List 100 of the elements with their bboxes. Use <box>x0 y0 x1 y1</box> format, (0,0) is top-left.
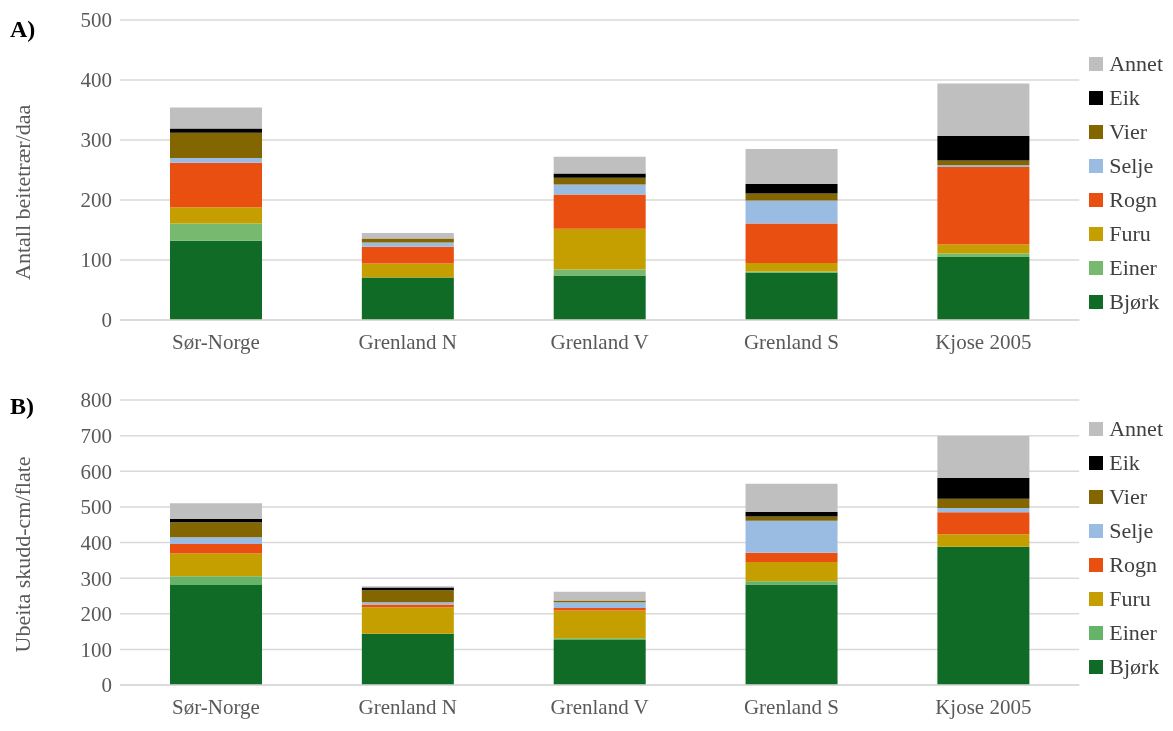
bar <box>361 238 454 243</box>
x-tick-label: Grenland N <box>358 329 458 354</box>
legend-label: Furu <box>1109 585 1151 612</box>
legend-label: Einer <box>1109 619 1157 646</box>
bar <box>170 553 262 577</box>
bar <box>553 269 646 276</box>
y-tick-label: 100 <box>80 637 112 662</box>
bar <box>937 160 1030 166</box>
bar <box>361 277 454 320</box>
legend-label: Selje <box>1109 152 1154 179</box>
bar <box>553 610 646 639</box>
bar <box>937 512 1030 535</box>
bar <box>553 602 646 609</box>
y-tick-label: 0 <box>101 673 112 698</box>
bar <box>361 263 454 278</box>
bar <box>745 581 838 585</box>
bar <box>745 272 838 320</box>
bar <box>745 200 838 224</box>
y-tick-label: 400 <box>80 530 112 555</box>
bar <box>170 522 262 538</box>
bar <box>745 263 838 272</box>
bar <box>745 193 838 201</box>
bar <box>937 498 1030 508</box>
bar <box>937 244 1030 254</box>
y-tick-label: 800 <box>80 388 112 413</box>
bar <box>553 184 646 195</box>
y-tick-label: 0 <box>101 308 112 333</box>
bar <box>361 633 454 685</box>
legend-label: Furu <box>1109 220 1151 247</box>
bar <box>553 173 646 178</box>
x-tick-label: Grenland V <box>550 694 649 719</box>
bar <box>170 128 262 133</box>
legend-label: Annet <box>1109 50 1163 77</box>
y-tick-label: 100 <box>80 248 112 273</box>
chart-title: B) <box>10 393 34 420</box>
bar <box>170 107 262 129</box>
bar <box>170 223 262 241</box>
bar <box>937 507 1030 513</box>
bar <box>937 435 1030 478</box>
bar <box>745 584 838 685</box>
y-tick-label: 400 <box>80 68 112 93</box>
bar <box>937 83 1030 136</box>
bar <box>553 177 646 185</box>
legend-label: Eik <box>1109 449 1140 476</box>
bar <box>553 275 646 320</box>
x-tick-label: Kjose 2005 <box>935 694 1032 719</box>
legend-label: Selje <box>1109 517 1154 544</box>
y-tick-label: 200 <box>80 188 112 213</box>
bar <box>745 562 838 582</box>
x-tick-label: Grenland S <box>743 694 839 719</box>
bar <box>170 207 262 224</box>
bar <box>745 183 838 194</box>
y-axis-title: Ubeita skudd-cm/flate <box>9 456 35 653</box>
bar <box>361 246 454 264</box>
bar <box>937 534 1030 547</box>
bar <box>170 240 262 320</box>
bar <box>553 156 646 174</box>
bar <box>361 233 454 239</box>
y-tick-label: 300 <box>80 128 112 153</box>
bar <box>170 158 262 163</box>
bar <box>745 483 838 512</box>
legend-label: Vier <box>1109 118 1148 145</box>
y-tick-label: 500 <box>80 8 112 33</box>
bar <box>553 608 646 611</box>
legend-label: Bjørk <box>1109 653 1160 680</box>
bar <box>745 552 838 563</box>
bar <box>937 257 1030 320</box>
bar <box>170 537 262 544</box>
bar <box>745 223 838 263</box>
bar <box>745 516 838 521</box>
bar <box>170 543 262 554</box>
bar <box>937 477 1030 499</box>
bar <box>937 253 1030 257</box>
bar <box>170 132 262 158</box>
y-tick-label: 500 <box>80 495 112 520</box>
y-tick-label: 700 <box>80 424 112 449</box>
bar <box>553 591 646 601</box>
legend-label: Vier <box>1109 483 1148 510</box>
y-tick-label: 600 <box>80 459 112 484</box>
y-axis-title: Antall beitetrær/daa <box>9 104 35 280</box>
bar <box>745 149 838 184</box>
legend-label: Rogn <box>1109 551 1157 578</box>
legend-label: Einer <box>1109 254 1157 281</box>
bar <box>361 590 454 603</box>
x-tick-label: Grenland N <box>358 694 458 719</box>
bar <box>553 228 646 270</box>
bar <box>170 584 262 685</box>
x-tick-label: Sør-Norge <box>171 329 260 354</box>
y-tick-label: 300 <box>80 566 112 591</box>
bar <box>170 162 262 208</box>
bar <box>170 503 262 519</box>
x-tick-label: Grenland V <box>550 329 649 354</box>
x-tick-label: Kjose 2005 <box>935 329 1032 354</box>
legend-label: Rogn <box>1109 186 1157 213</box>
bar <box>553 640 646 685</box>
legend-label: Eik <box>1109 84 1140 111</box>
bar <box>745 520 838 553</box>
bar <box>937 167 1030 245</box>
chart-title: A) <box>10 16 36 43</box>
y-tick-label: 200 <box>80 602 112 627</box>
